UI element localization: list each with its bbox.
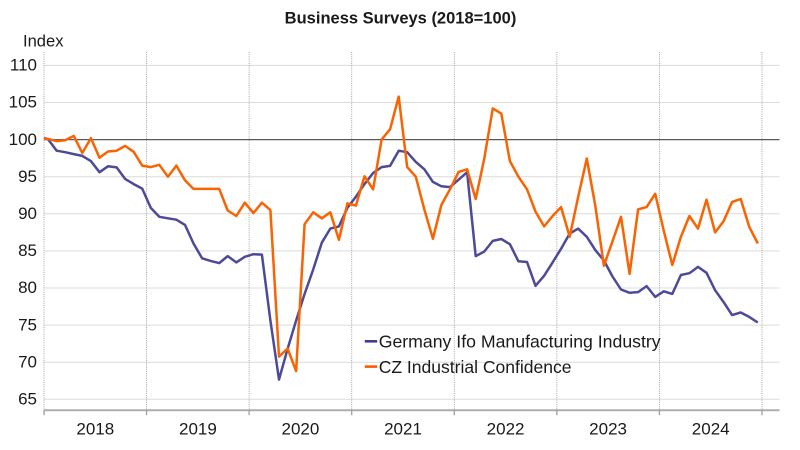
svg-text:Germany Ifo Manufacturing Indu: Germany Ifo Manufacturing Industry [379,332,661,352]
svg-text:2019: 2019 [179,420,217,439]
svg-text:70: 70 [18,352,37,371]
svg-text:2021: 2021 [384,420,422,439]
svg-text:75: 75 [18,315,37,334]
svg-text:80: 80 [18,278,37,297]
svg-text:110: 110 [10,56,37,75]
svg-text:95: 95 [18,167,37,186]
svg-text:CZ Industrial Confidence: CZ Industrial Confidence [379,357,572,377]
svg-text:2023: 2023 [589,420,627,439]
svg-text:65: 65 [18,390,37,409]
svg-text:2024: 2024 [692,420,730,439]
svg-text:90: 90 [18,204,37,223]
svg-text:105: 105 [9,93,37,112]
svg-text:85: 85 [18,241,37,260]
svg-text:2018: 2018 [76,420,114,439]
svg-text:2022: 2022 [487,420,525,439]
svg-text:100: 100 [9,130,37,149]
svg-text:Index: Index [23,31,64,50]
svg-text:2020: 2020 [281,420,319,439]
svg-text:Business Surveys (2018=100): Business Surveys (2018=100) [285,8,517,27]
